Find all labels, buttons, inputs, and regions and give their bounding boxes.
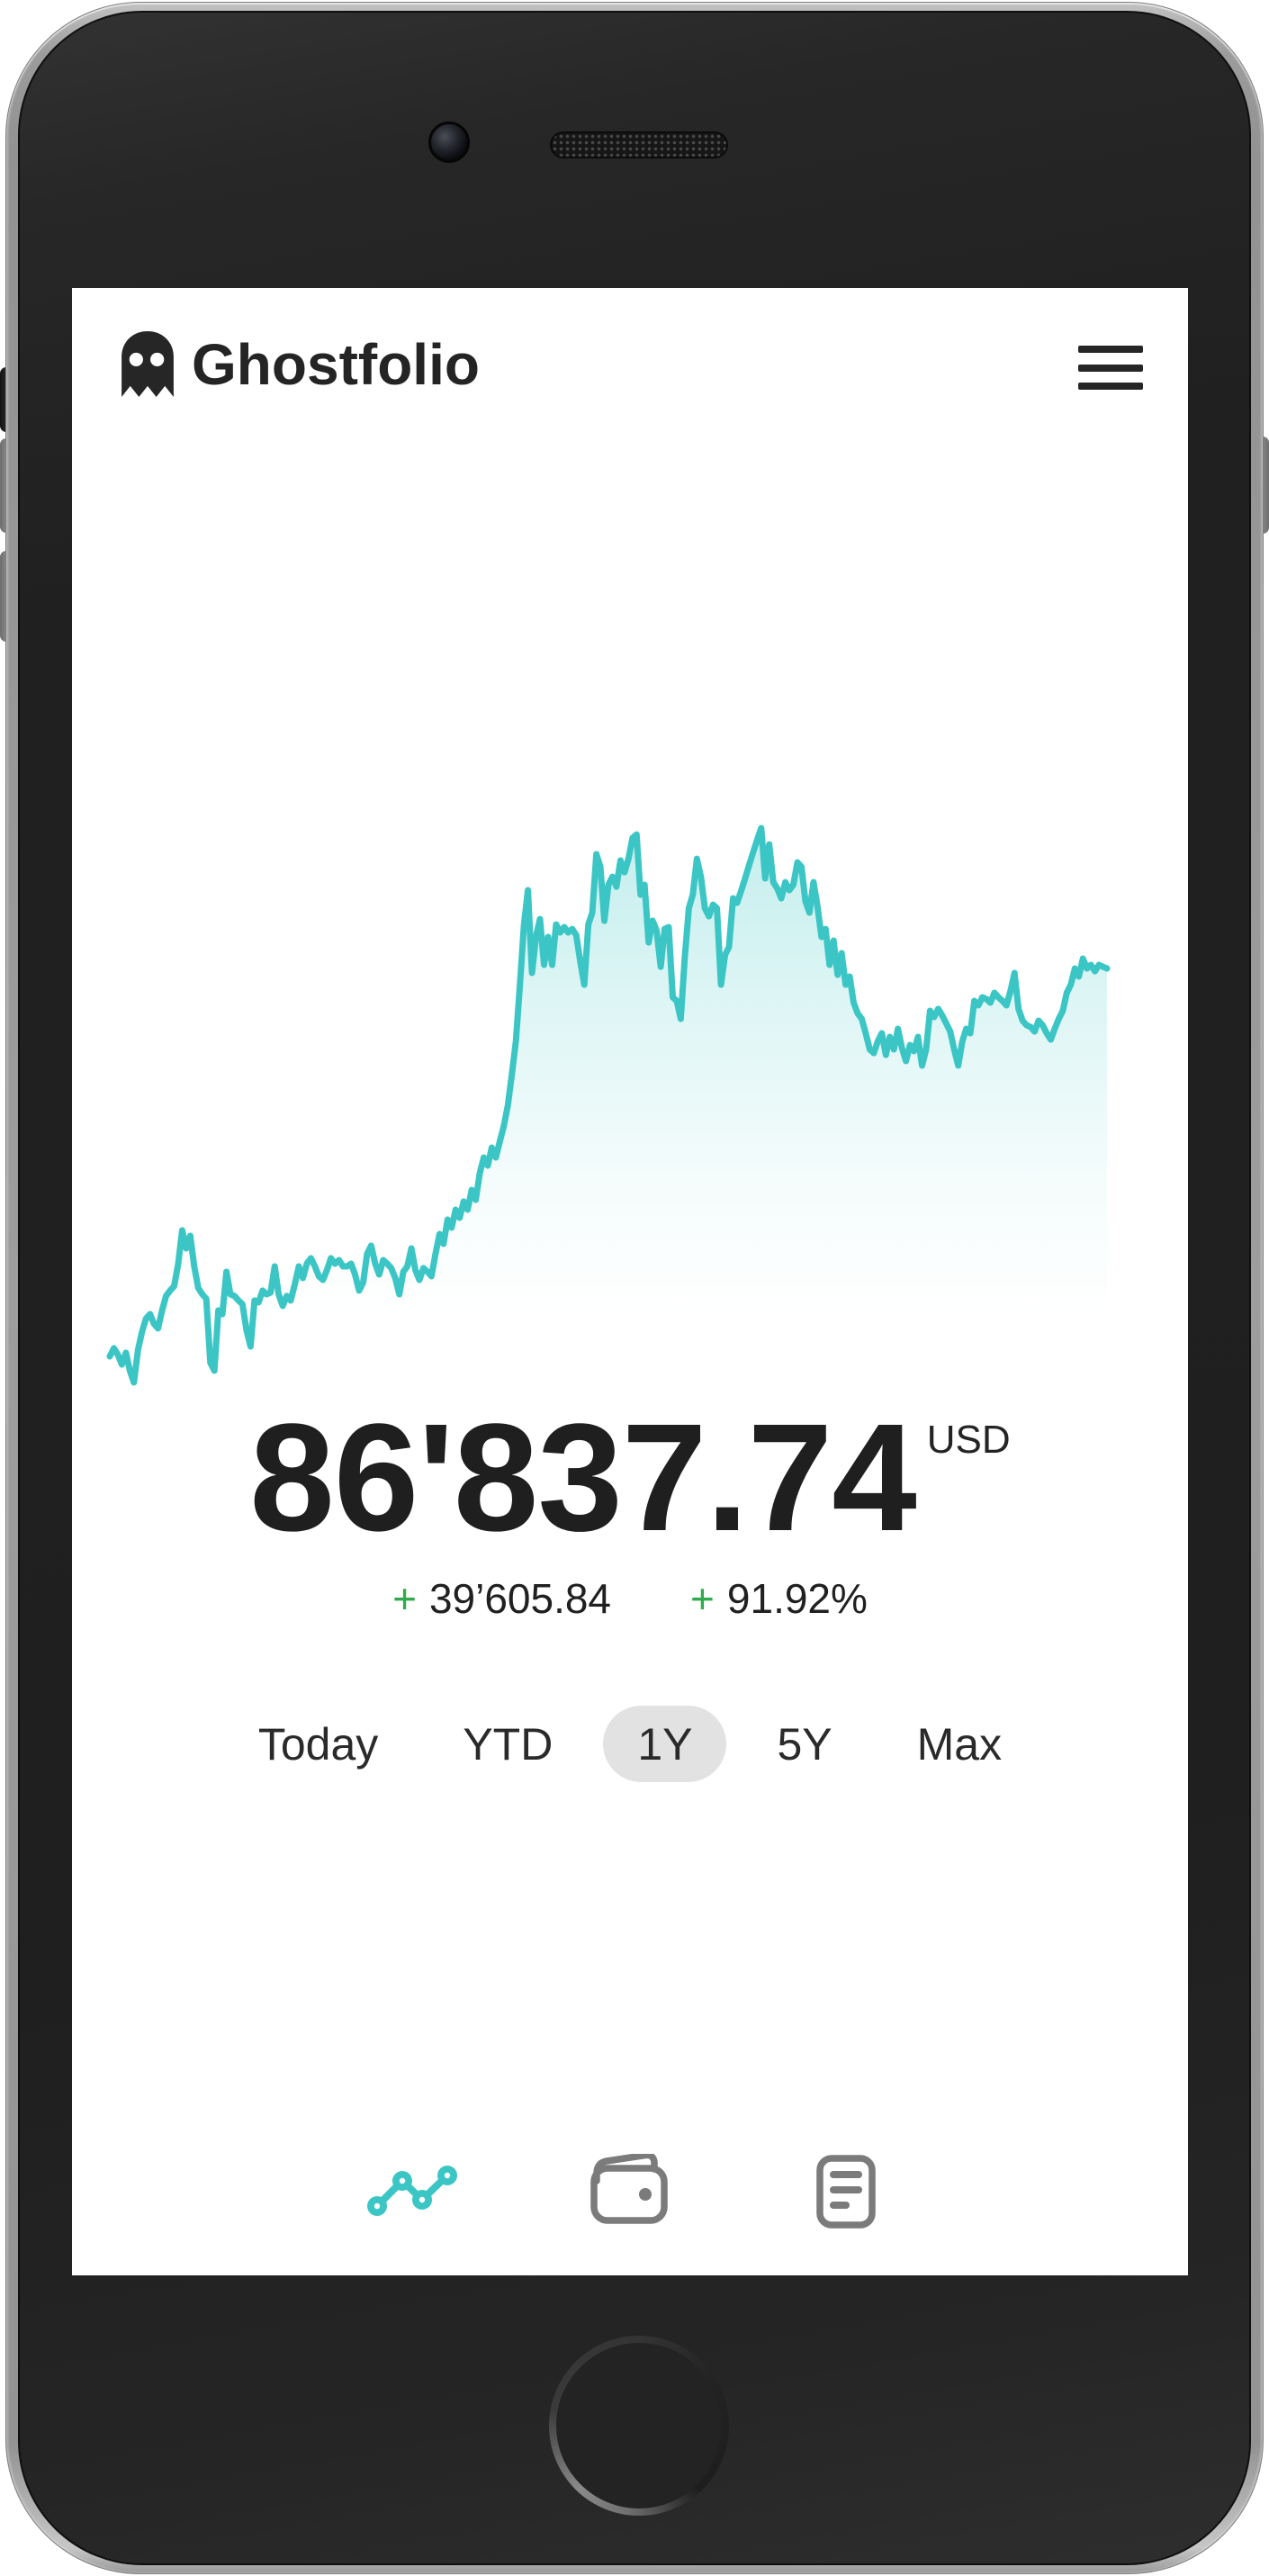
hamburger-menu-icon[interactable] [1078, 346, 1143, 390]
period-1y[interactable]: 1Y [603, 1706, 727, 1782]
plus-sign: + [392, 1575, 417, 1622]
change-percent: + 91.92% [690, 1573, 868, 1624]
period-today[interactable]: Today [257, 1718, 379, 1770]
portfolio-value: 86'837.74 [249, 1392, 916, 1563]
period-max[interactable]: Max [916, 1718, 1003, 1770]
home-button-surface [556, 2343, 722, 2508]
home-button[interactable] [549, 2336, 729, 2516]
plus-sign: + [690, 1575, 715, 1622]
period-selector: Today YTD 1Y 5Y Max [72, 1706, 1188, 1782]
ghost-icon [122, 331, 174, 397]
nav-report report-icon[interactable] [816, 2155, 876, 2229]
nav-analytics line-chart-icon[interactable] [367, 2164, 457, 2221]
app-screen: Ghostfolio 86'837.74 USD + [72, 288, 1188, 2275]
app-title: Ghostfolio [192, 332, 480, 397]
period-ytd[interactable]: YTD [463, 1718, 554, 1770]
period-5y[interactable]: 5Y [777, 1718, 832, 1770]
chart-area-fill [110, 828, 1107, 1404]
change-absolute: + 39’605.84 [392, 1573, 611, 1624]
change-percent-value: 91.92% [726, 1575, 868, 1622]
currency-label: USD [926, 1418, 1011, 1462]
nav-wallet wallet-icon[interactable] [590, 2154, 668, 2224]
change-absolute-value: 39’605.84 [428, 1575, 612, 1622]
performance-chart [106, 824, 1111, 1404]
front-camera-icon [428, 122, 470, 163]
earpiece-speaker [550, 131, 728, 158]
portfolio-value-row: 86'837.74 USD [72, 1392, 1188, 1563]
chart-line [106, 824, 1111, 1386]
performance-change-row: + 39’605.84 + 91.92% [72, 1573, 1188, 1624]
